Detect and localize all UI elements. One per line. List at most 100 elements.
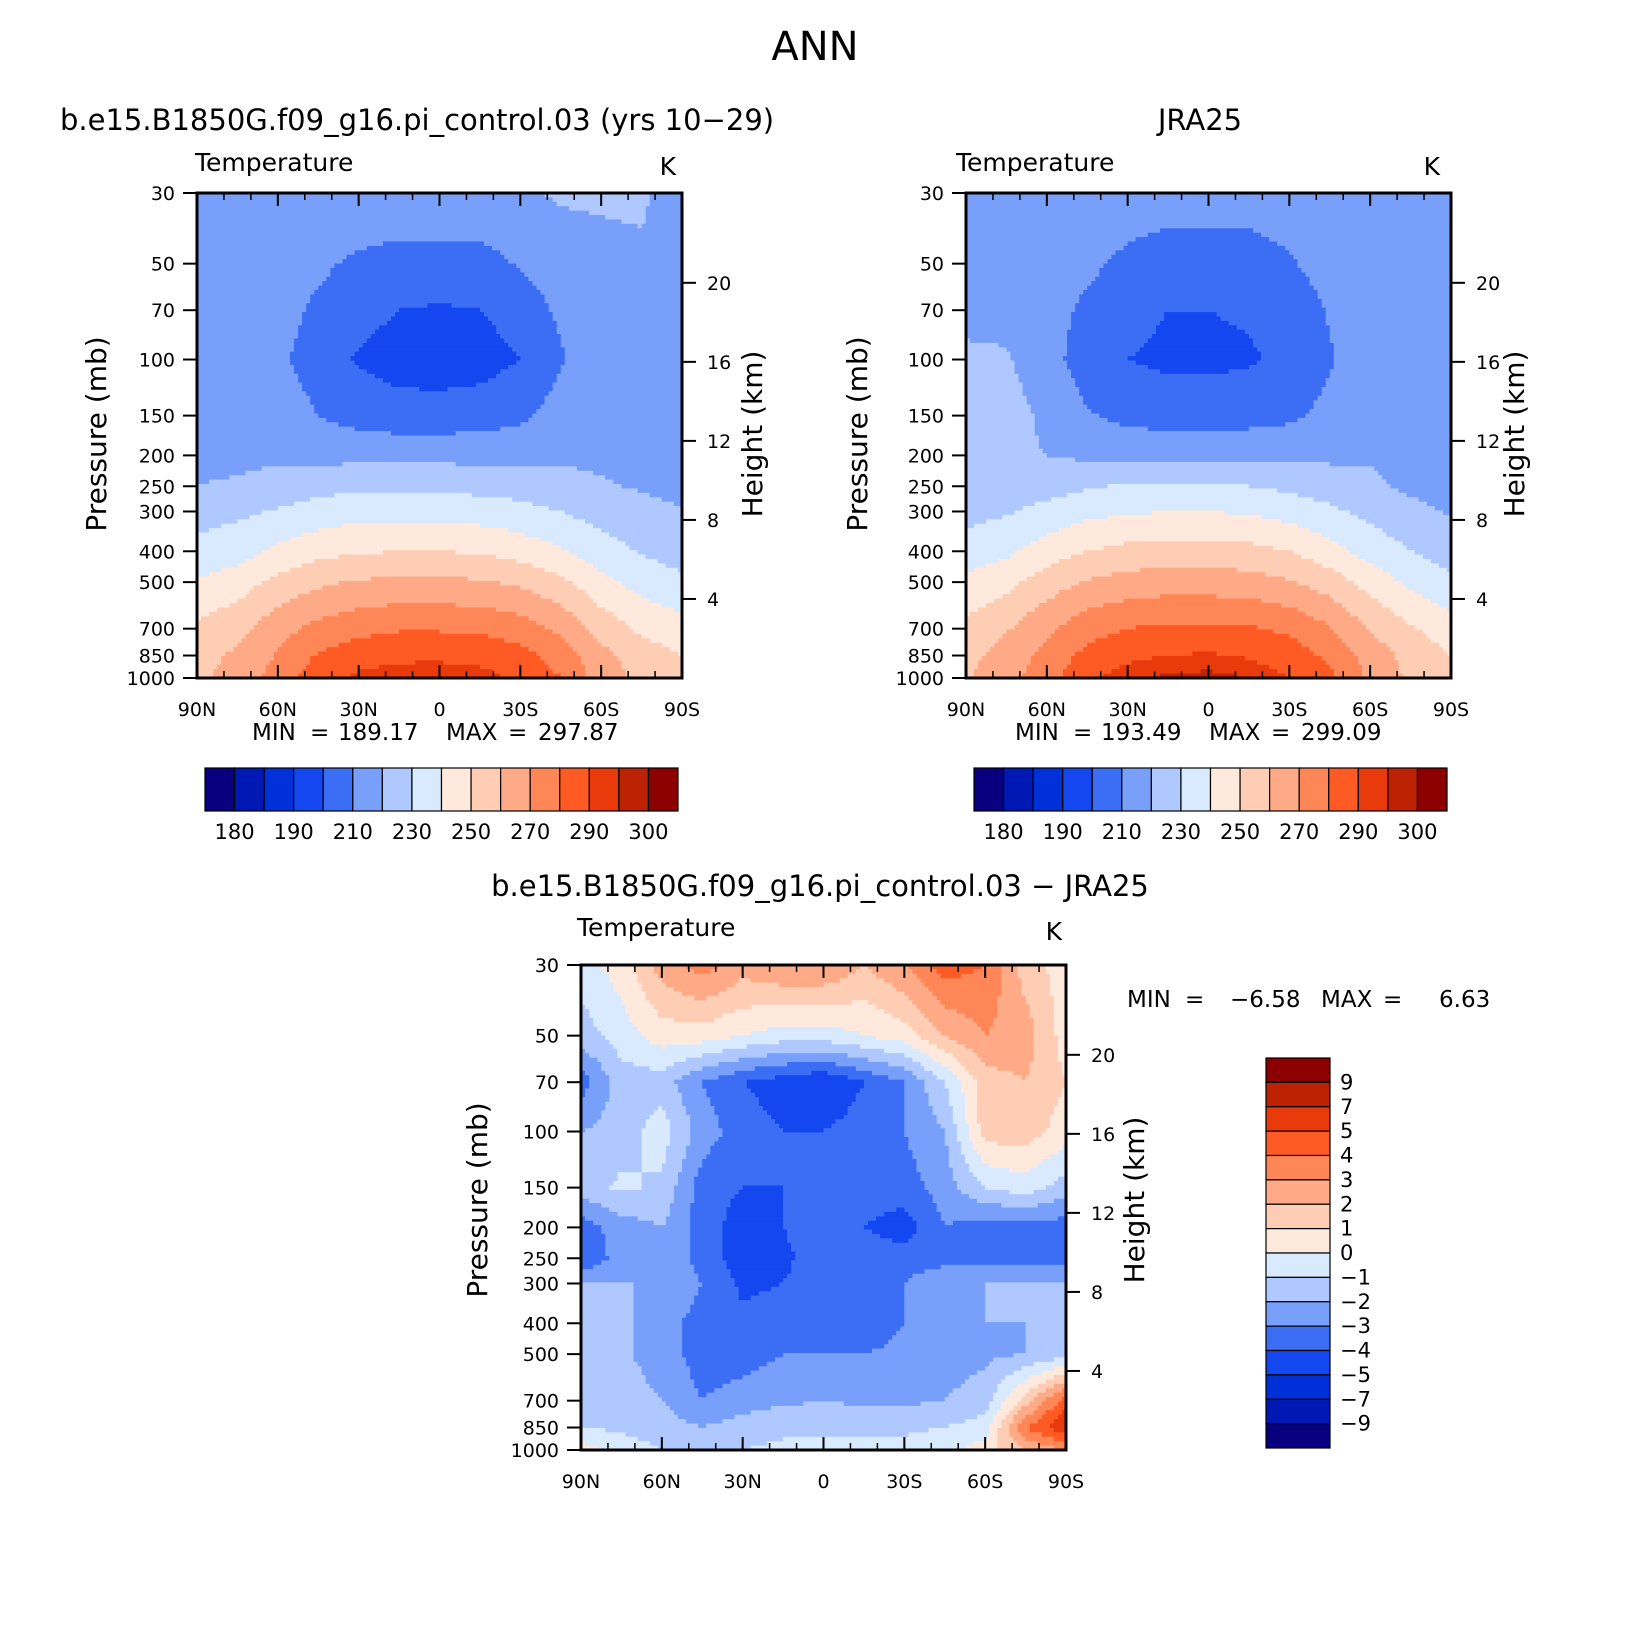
colorbar-swatch (1328, 767, 1359, 812)
contour-cell (581, 1423, 699, 1429)
contour-cell (581, 1031, 602, 1037)
contour-cell (989, 1405, 1002, 1411)
contour-cell (694, 1176, 922, 1182)
contour-cell (637, 223, 643, 229)
contour-cell (338, 611, 517, 617)
colorbar-swatch (381, 767, 413, 812)
contour-cell (997, 995, 1027, 1001)
contour-cell (625, 1432, 909, 1438)
contour-cell (1345, 642, 1387, 648)
contour-cell (884, 1344, 1027, 1350)
contour-cell (334, 263, 517, 269)
contour-cell (1087, 642, 1303, 648)
contour-cell (330, 272, 525, 278)
contour-cell (973, 1145, 1063, 1151)
contour-cell (298, 325, 380, 331)
contour-cell (1046, 532, 1323, 538)
panel-model-max-value: 297.87 (538, 720, 618, 746)
contour-cell (362, 342, 509, 348)
contour-cell (197, 484, 622, 490)
contour-cell (581, 1136, 643, 1142)
colorbar-swatch (1265, 1130, 1331, 1157)
panel-model-title: b.e15.B1850G.f09_g16.pi_control.03 (yrs … (60, 103, 774, 137)
height-tick-label: 16 (1091, 1124, 1115, 1146)
contour-cell (952, 1110, 966, 1116)
contour-cell (633, 1322, 683, 1328)
contour-cell (581, 1401, 667, 1407)
contour-cell (581, 1361, 639, 1367)
contour-cell (1293, 550, 1351, 556)
contour-cell (593, 633, 643, 639)
contour-cell (661, 603, 683, 609)
contour-cell (237, 563, 303, 569)
contour-cell (916, 1229, 1067, 1235)
contour-cell (916, 1075, 938, 1081)
contour-cell (966, 554, 1012, 560)
contour-cell (843, 1401, 922, 1407)
contour-cell (977, 1198, 1055, 1204)
contour-cell (916, 1159, 950, 1165)
contour-cell (197, 558, 247, 564)
contour-cell (977, 1084, 1067, 1090)
contour-cell (653, 1220, 667, 1226)
contour-cell (581, 1110, 602, 1116)
contour-cell (750, 1088, 861, 1094)
contour-cell (475, 382, 554, 388)
contour-cell (1001, 1405, 1015, 1411)
contour-cell (1026, 576, 1092, 582)
contour-cell (605, 1101, 683, 1107)
contour-cell (621, 664, 683, 670)
contour-cell (245, 633, 291, 639)
contour-cell (682, 1097, 711, 1103)
contour-cell (605, 1070, 691, 1076)
colorbar-swatch (1298, 767, 1330, 812)
contour-cell (649, 197, 683, 203)
contour-cell (1313, 616, 1359, 622)
contour-cell (338, 581, 501, 587)
contour-cell (197, 356, 291, 362)
contour-cell (997, 1441, 1019, 1447)
contour-cell (532, 501, 675, 507)
contour-cell (197, 263, 336, 269)
y-tick-label: 150 (908, 406, 944, 428)
contour-cell (966, 501, 1036, 507)
contour-cell (633, 1286, 699, 1292)
contour-cell (661, 978, 740, 984)
contour-cell (783, 1278, 909, 1284)
contour-cell (576, 616, 618, 622)
contour-cell (766, 1441, 974, 1447)
contour-cell (904, 1092, 930, 1098)
contour-cell (197, 334, 299, 340)
contour-cell (641, 1176, 679, 1182)
contour-cell (556, 378, 683, 384)
contour-cell (581, 1238, 606, 1244)
contour-cell (960, 1145, 974, 1151)
contour-cell (314, 409, 538, 415)
contour-cell (952, 1070, 970, 1076)
contour-cell (1034, 651, 1076, 657)
contour-cell (581, 1220, 594, 1226)
contour-cell (665, 1220, 691, 1226)
contour-cell (1045, 1410, 1063, 1416)
contour-cell (601, 1031, 643, 1037)
colorbar-swatch (1265, 1325, 1331, 1352)
contour-cell (974, 523, 1072, 529)
contour-cell (993, 1392, 1011, 1398)
contour-cell (1057, 1216, 1067, 1222)
contour-cell (581, 1291, 635, 1297)
contour-cell (556, 373, 683, 379)
contour-cell (197, 360, 291, 366)
contour-cell (197, 382, 303, 388)
contour-cell (1037, 1392, 1055, 1398)
contour-cell (997, 1000, 1027, 1006)
contour-cell (552, 382, 683, 388)
contour-cell (1061, 1410, 1067, 1416)
contour-cell (382, 241, 485, 247)
contour-cell (629, 625, 683, 631)
contour-cell (581, 1092, 586, 1098)
contour-cell (581, 1185, 610, 1191)
contour-cell (1063, 356, 1129, 362)
contour-cell (581, 1062, 602, 1068)
contour-cell (1025, 1379, 1047, 1385)
contour-cell (548, 307, 683, 313)
